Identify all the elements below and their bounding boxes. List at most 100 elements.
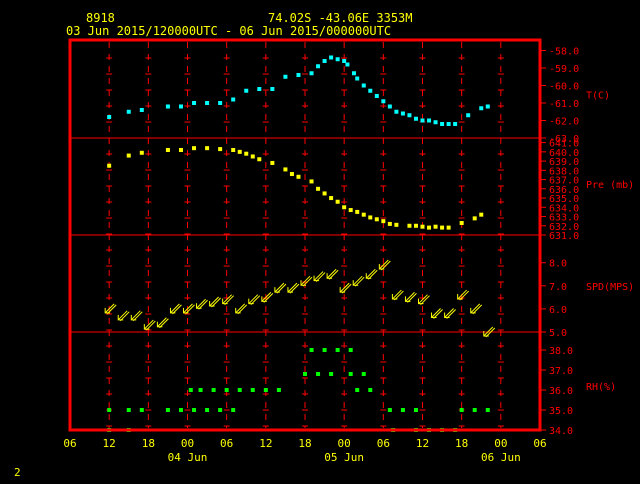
rh-point <box>237 388 242 392</box>
wind-point <box>457 289 470 301</box>
wind-arrow-head <box>418 298 424 305</box>
pressure-ytick-label: 632.0 <box>549 222 579 233</box>
rh-point <box>276 388 281 392</box>
wind-point <box>287 282 300 294</box>
temperature-point <box>400 111 405 116</box>
temperature-point <box>165 104 170 109</box>
rh-point <box>178 408 183 412</box>
pressure-point <box>126 153 131 158</box>
rh-ytick-label: 36.0 <box>549 386 573 397</box>
pressure-point <box>257 157 262 162</box>
pressure-point <box>413 223 418 228</box>
wind-arrow-shaft <box>392 289 402 300</box>
wind-point <box>169 303 182 315</box>
wind-point <box>418 294 430 306</box>
wind-point <box>183 303 195 315</box>
wind-point <box>313 271 326 282</box>
wind-arrow-shaft <box>261 292 272 302</box>
pressure-point <box>472 216 477 221</box>
temperature-point <box>413 116 418 121</box>
temperature-point <box>351 71 356 76</box>
temperature-point <box>270 87 275 91</box>
wind-arrow-shaft <box>287 282 298 293</box>
wind-arrow-shaft <box>235 303 246 314</box>
wind-point <box>143 319 156 331</box>
x-tick-label: 18 <box>298 437 311 450</box>
pressure-point <box>348 208 353 213</box>
wind-point <box>222 294 235 306</box>
rh-point <box>205 408 210 412</box>
pressure-point <box>231 148 236 153</box>
wind-point <box>365 268 378 280</box>
x-tick-label: 06 <box>533 437 546 450</box>
wind-ytick-label: 8.0 <box>549 259 567 270</box>
wind-arrow-head <box>235 307 241 314</box>
wind-arrow-head <box>326 273 333 279</box>
temperature-point <box>345 62 350 67</box>
wind-arrow-head <box>483 331 489 337</box>
wind-point <box>444 308 456 319</box>
temperature-point <box>355 76 360 81</box>
wind-point <box>248 294 261 306</box>
rh-point <box>335 348 340 352</box>
temperature-point <box>322 59 327 63</box>
wind-point <box>391 289 404 301</box>
pressure-point <box>139 150 144 155</box>
pressure-point <box>250 154 255 159</box>
rh-point <box>355 388 360 392</box>
wind-arrow-head <box>196 303 202 309</box>
wind-arrow-shaft <box>457 289 468 300</box>
pressure-ytick-label: 633.0 <box>549 213 579 224</box>
wind-point <box>261 292 274 303</box>
wind-point <box>470 303 483 315</box>
temperature-point <box>218 101 223 105</box>
pressure-ytick-label: 635.0 <box>549 194 579 205</box>
rh-ytick-label: 34.0 <box>549 426 573 437</box>
rh-ytick-label: 38.0 <box>549 346 573 357</box>
temperature-point <box>192 101 197 105</box>
wind-arrow-head <box>209 300 215 307</box>
rh-point <box>400 408 405 412</box>
x-tick-label: 12 <box>259 437 272 450</box>
wind-point <box>339 282 352 294</box>
wind-arrow-shaft <box>170 303 180 314</box>
temperature-point <box>427 118 432 123</box>
wind-ytick-label: 5.0 <box>549 328 567 339</box>
pressure-point <box>381 219 386 224</box>
pressure-point <box>387 221 392 226</box>
pressure-point <box>244 151 249 156</box>
rh-point <box>126 408 131 412</box>
temperature-point <box>368 88 373 93</box>
rh-point <box>211 388 216 392</box>
pressure-point <box>316 186 321 191</box>
wind-arrow-head <box>444 312 450 319</box>
pressure-point <box>309 179 314 184</box>
x-axis-layer: 06 12 18 00 06 12 18 00 06 12 18 00 06 04 Jun 05 Jun 06… <box>63 437 546 464</box>
pressure-point <box>165 148 170 153</box>
wind-point <box>326 268 339 280</box>
rh-point <box>188 388 193 392</box>
pressure-point <box>420 224 425 229</box>
rh-point <box>472 408 477 412</box>
rh-point <box>322 348 327 352</box>
rh-point <box>459 408 464 412</box>
wind-arrow-shaft <box>365 268 376 279</box>
rh-point <box>387 408 392 412</box>
temperature-point <box>420 118 425 123</box>
rh-panel-label: RH(%) <box>586 382 616 393</box>
station-id: 8918 <box>86 11 115 25</box>
temperature-point <box>440 122 445 126</box>
x-tick-label: 00 <box>494 437 507 450</box>
pressure-point <box>446 225 451 230</box>
wind-arrow-head <box>143 324 150 330</box>
wind-arrow-shaft <box>431 308 441 318</box>
rh-point <box>316 372 321 376</box>
temperature-point <box>361 83 366 88</box>
temperature-point <box>329 55 334 60</box>
wind-arrow-shaft <box>196 298 206 309</box>
pressure-point <box>296 174 301 179</box>
wind-arrow-head <box>300 280 306 286</box>
wind-arrow-shaft <box>352 275 363 286</box>
wind-arrow-shaft <box>248 294 259 305</box>
